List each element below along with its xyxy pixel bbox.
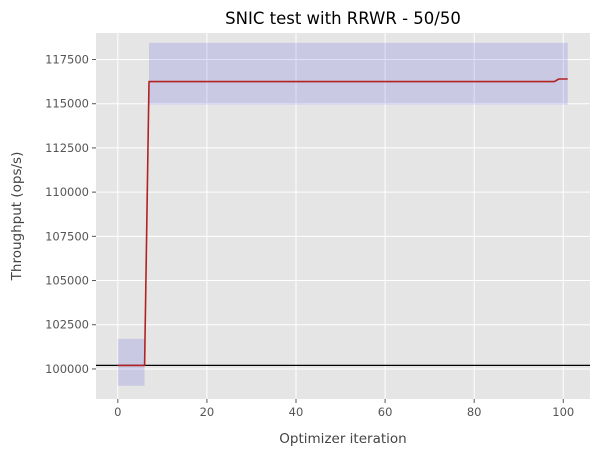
- y-tick-label: 107500: [45, 229, 89, 243]
- x-tick-label: 0: [114, 405, 121, 419]
- x-tick-label: 20: [200, 405, 215, 419]
- x-tick-label: 40: [289, 405, 304, 419]
- x-tick-label: 100: [552, 405, 574, 419]
- x-tick-label: 60: [378, 405, 393, 419]
- throughput-series-line: [117, 78, 568, 367]
- plot-background: [96, 33, 590, 399]
- series-lines: [117, 78, 568, 367]
- y-axis-ticks: 100000 102500 105000 107500 110000 112500 1150…: [45, 53, 96, 376]
- y-tick-label: 100000: [45, 362, 89, 376]
- y-tick-label: 117500: [45, 53, 89, 67]
- grid-lines: [96, 33, 590, 399]
- y-tick-label: 105000: [45, 274, 89, 288]
- y-axis-label: Throughput (ops/s): [9, 152, 25, 282]
- chart-title: SNIC test with RRWR - 50/50: [225, 9, 461, 28]
- confidence-bands: [117, 42, 568, 386]
- x-axis-ticks: 0 20 40 60 80 100: [114, 399, 574, 419]
- y-tick-label: 102500: [45, 318, 89, 332]
- y-tick-label: 112500: [45, 141, 89, 155]
- confidence-band: [149, 42, 568, 105]
- confidence-band: [117, 338, 145, 386]
- y-tick-label: 115000: [45, 97, 89, 111]
- x-axis-label: Optimizer iteration: [279, 431, 406, 447]
- y-tick-label: 110000: [45, 185, 89, 199]
- x-tick-label: 80: [467, 405, 482, 419]
